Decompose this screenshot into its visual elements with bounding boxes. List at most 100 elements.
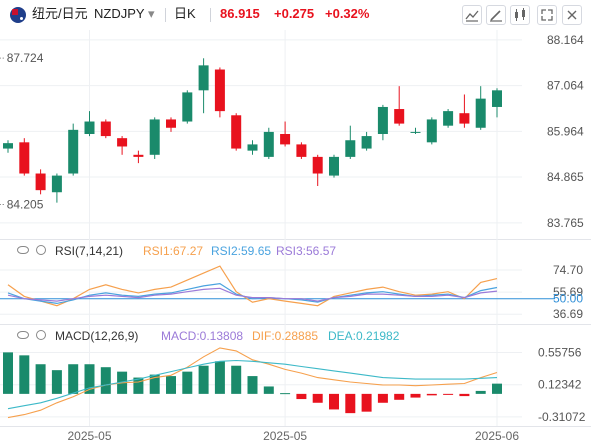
macd-bar	[263, 386, 274, 394]
macd-bar	[84, 364, 95, 394]
indicator-icon[interactable]	[462, 5, 482, 25]
high-annotation: 87.724	[7, 51, 44, 65]
macd-bar	[35, 364, 46, 394]
macd-bar	[149, 374, 160, 394]
macd-bar	[410, 393, 421, 398]
rsi-title: RSI(7,14,21)	[55, 244, 124, 258]
candle-body	[410, 131, 421, 133]
macd-bar	[198, 365, 209, 394]
candle-body	[133, 154, 144, 157]
macd-bar	[475, 390, 486, 394]
dea-value: DEA:0.21982	[328, 329, 400, 343]
chart-toolbar: 纽元/日元 NZDJPY ▾ 日K 86.915 +0.275 +0.32%	[0, 0, 591, 30]
macd-bar	[443, 393, 454, 395]
macd-bar	[394, 393, 405, 400]
candle-body	[329, 156, 339, 176]
candle-body	[296, 144, 307, 157]
candle-body	[377, 106, 388, 134]
draw-icon[interactable]	[486, 5, 506, 25]
macd-bar	[459, 393, 470, 397]
macd-bar	[231, 365, 242, 394]
macd-bar	[492, 383, 502, 394]
price-change-percent: +0.32%	[325, 6, 370, 21]
candle-body	[361, 136, 372, 149]
price-change: +0.275	[274, 6, 315, 21]
rsi-tick-label: 50.00	[553, 292, 583, 306]
gear-icon[interactable]	[36, 330, 46, 340]
macd-bar	[68, 364, 79, 394]
macd-bar	[214, 361, 225, 394]
macd-bar	[19, 355, 30, 394]
candle-body	[35, 173, 46, 191]
candle-body	[475, 98, 486, 128]
candle-body	[214, 69, 225, 112]
eye-icon[interactable]	[17, 246, 29, 254]
price-tick-label: 85.964	[547, 124, 584, 138]
rsi2-value: RSI2:59.65	[211, 244, 272, 258]
divider	[210, 8, 211, 22]
dropdown-icon[interactable]: ▾	[148, 6, 155, 21]
candle-body	[280, 134, 291, 145]
macd-bar	[426, 393, 437, 396]
candle-body	[492, 90, 502, 107]
candle-body	[117, 138, 128, 147]
candle-body	[459, 113, 470, 124]
divider	[165, 8, 166, 22]
macd-bar	[345, 393, 356, 414]
dea-line	[7, 359, 498, 410]
fullscreen-icon[interactable]	[537, 5, 557, 25]
x-tick-label: 2025-05	[67, 429, 111, 443]
price-tick-label: 83.765	[547, 216, 584, 230]
close-icon[interactable]	[562, 5, 582, 25]
candle-body	[68, 129, 79, 174]
candle-body	[149, 119, 160, 155]
macd-title: MACD(12,26,9)	[55, 329, 139, 343]
rsi-tick-label: 74.70	[553, 263, 583, 277]
macd-bar	[312, 393, 323, 403]
symbol-name[interactable]: 纽元/日元	[32, 6, 88, 21]
candle-body	[84, 121, 95, 134]
dif-value: DIF:0.28885	[252, 329, 319, 343]
candle-body	[394, 109, 405, 124]
candles-icon[interactable]	[510, 5, 530, 25]
macd-bar	[280, 393, 291, 395]
candle-body	[312, 156, 323, 174]
candle-body	[198, 65, 209, 91]
candle-body	[166, 119, 176, 128]
eye-icon[interactable]	[17, 331, 29, 339]
candle-body	[3, 143, 13, 149]
last-price: 86.915	[220, 6, 260, 21]
price-tick-label: 84.865	[547, 170, 584, 184]
rsi-tick-label: 55.69	[553, 285, 583, 299]
rsi3-value: RSI3:56.57	[276, 244, 337, 258]
macd-bar	[51, 370, 62, 394]
macd-bar	[377, 393, 388, 403]
candle-body	[263, 131, 274, 157]
symbol-code[interactable]: NZDJPY	[94, 6, 145, 21]
low-annotation: 84.205	[7, 198, 44, 212]
macd-bar	[133, 377, 144, 394]
candle-body	[443, 111, 454, 126]
macd-tick-label: -0.31072	[538, 410, 586, 424]
macd-tick-label: 0.55756	[538, 346, 582, 360]
nz-flag-icon	[10, 7, 26, 23]
macd-bar	[166, 376, 176, 394]
dif-line	[7, 347, 498, 419]
price-tick-label: 88.164	[547, 33, 584, 47]
x-tick-label: 2025-06	[475, 429, 519, 443]
candle-body	[19, 142, 30, 174]
candle-body	[247, 144, 258, 151]
price-tick-label: 87.064	[547, 79, 584, 93]
period-selector[interactable]: 日K	[174, 6, 196, 21]
gear-icon[interactable]	[36, 245, 46, 255]
macd-bar	[182, 371, 193, 394]
macd-bar	[296, 393, 307, 400]
rsi-line-3	[7, 287, 498, 302]
macd-bar	[329, 393, 339, 410]
candle-body	[231, 115, 242, 149]
macd-bar	[100, 367, 111, 394]
candle-body	[426, 119, 437, 143]
rsi1-value: RSI1:67.27	[143, 244, 204, 258]
macd-bar	[247, 376, 258, 394]
